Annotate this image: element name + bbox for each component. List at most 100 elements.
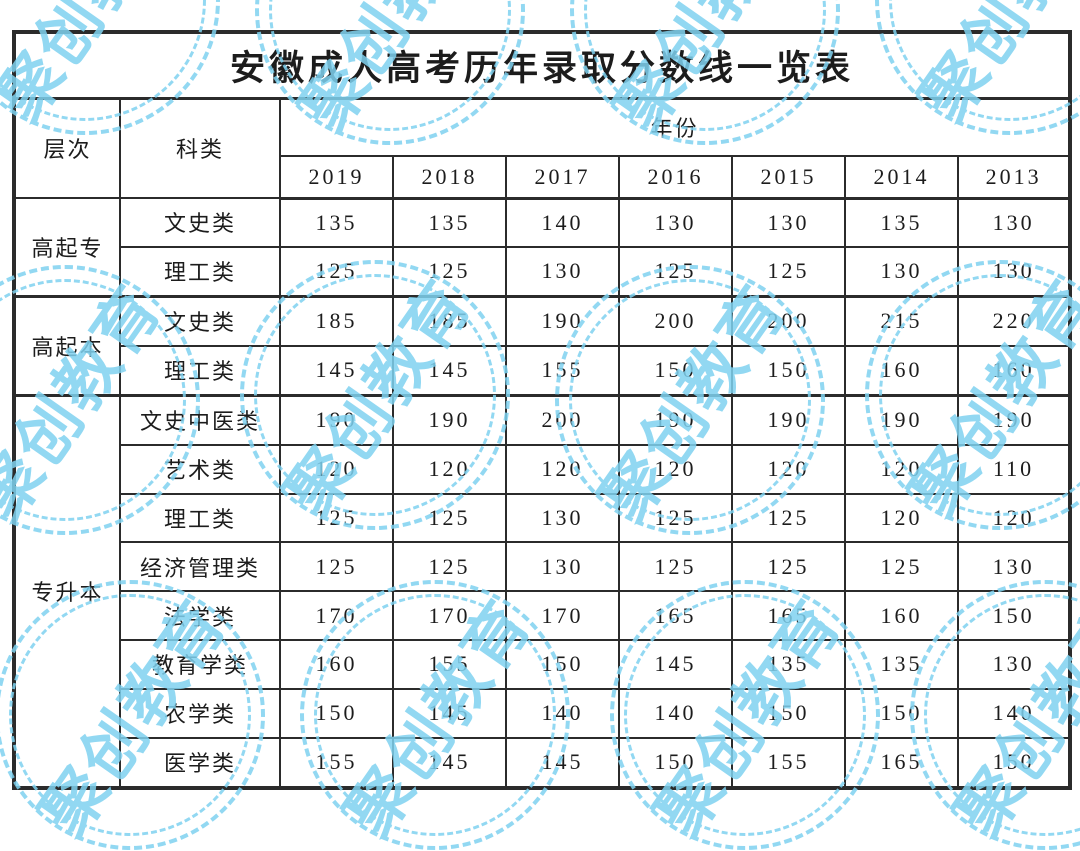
- score-cell: 200: [618, 295, 733, 347]
- year-header: 2013: [956, 155, 1072, 200]
- level-label: 高起专: [13, 196, 121, 298]
- score-cell: 120: [844, 443, 959, 495]
- score-cell: 170: [279, 590, 394, 642]
- score-table: 安徽成人高考历年录取分数线一览表 层次 科类 年份 2019 2018 2017…: [12, 30, 1073, 790]
- year-header: 2015: [731, 155, 846, 200]
- score-cell: 185: [279, 295, 394, 347]
- header-year: 年份: [278, 97, 1072, 157]
- score-cell: 130: [618, 197, 733, 248]
- score-cell: 135: [844, 639, 959, 690]
- score-cell: 160: [956, 344, 1072, 397]
- subject-label: 文史中医类: [119, 394, 281, 446]
- score-cell: 190: [279, 394, 394, 446]
- score-cell: 130: [956, 245, 1072, 298]
- score-cell: 130: [844, 245, 959, 298]
- score-cell: 135: [392, 197, 507, 248]
- table-row: 高起本 文史类 185 185 190 200 200 215 220: [13, 295, 1072, 397]
- score-cell: 125: [392, 541, 507, 593]
- score-cell: 185: [392, 295, 507, 347]
- score-cell: 125: [618, 492, 733, 544]
- table-row: 理工类 125 125 130 125 125 120 120: [14, 492, 1072, 544]
- score-cell: 135: [279, 197, 394, 248]
- table-row: 理工类 145 145 155 150 150 160 160: [14, 344, 1072, 397]
- score-cell: 190: [956, 394, 1072, 446]
- score-cell: 125: [844, 541, 959, 593]
- score-cell: 125: [731, 245, 846, 298]
- year-header: 2017: [505, 155, 620, 200]
- score-cell: 130: [505, 245, 620, 298]
- score-cell: 150: [731, 344, 846, 397]
- score-cell: 130: [956, 197, 1072, 248]
- header-category: 科类: [119, 97, 281, 199]
- score-cell: 140: [956, 687, 1072, 739]
- score-cell: 220: [956, 295, 1072, 347]
- score-cell: 140: [505, 197, 620, 248]
- score-cell: 150: [956, 590, 1072, 642]
- score-cell: 150: [505, 639, 620, 690]
- score-cell: 165: [844, 736, 959, 790]
- year-header: 2019: [279, 155, 394, 200]
- subject-label: 经济管理类: [119, 541, 281, 593]
- page-title: 安徽成人高考历年录取分数线一览表: [12, 31, 1072, 100]
- score-cell: 190: [505, 295, 620, 347]
- score-cell: 120: [956, 492, 1072, 544]
- score-cell: 125: [731, 541, 846, 593]
- score-cell: 130: [505, 492, 620, 544]
- score-cell: 125: [392, 245, 507, 298]
- subject-label: 理工类: [119, 245, 281, 298]
- score-cell: 160: [844, 344, 959, 397]
- score-cell: 200: [505, 394, 620, 446]
- year-header: 2018: [392, 155, 507, 200]
- score-cell: 125: [731, 492, 846, 544]
- score-cell: 160: [844, 590, 959, 642]
- score-cell: 125: [279, 492, 394, 544]
- score-cell: 150: [618, 736, 733, 790]
- score-cell: 150: [618, 344, 733, 397]
- score-cell: 130: [956, 541, 1072, 593]
- score-cell: 135: [844, 197, 959, 248]
- score-cell: 155: [279, 736, 394, 790]
- score-cell: 160: [279, 639, 394, 690]
- score-cell: 200: [731, 295, 846, 347]
- score-cell: 145: [392, 687, 507, 739]
- score-cell: 125: [618, 541, 733, 593]
- score-cell: 145: [618, 639, 733, 690]
- score-cell: 155: [505, 344, 620, 397]
- score-cell: 150: [731, 687, 846, 739]
- score-cell: 190: [392, 394, 507, 446]
- score-cell: 125: [618, 245, 733, 298]
- year-header: 2014: [844, 155, 959, 200]
- level-label: 高起本: [13, 295, 121, 397]
- table-row: 教育学类 160 155 150 145 135 135 130: [14, 639, 1072, 690]
- subject-label: 医学类: [119, 736, 281, 790]
- table-row: 农学类 150 145 140 140 150 150 140: [14, 687, 1072, 739]
- subject-label: 理工类: [119, 344, 281, 397]
- subject-label: 文史类: [119, 295, 281, 347]
- score-cell: 150: [279, 687, 394, 739]
- table-row: 法学类 170 170 170 165 165 160 150: [14, 590, 1072, 642]
- table-row: 理工类 125 125 130 125 125 130 130: [14, 245, 1072, 298]
- score-cell: 165: [731, 590, 846, 642]
- score-cell: 140: [618, 687, 733, 739]
- score-cell: 170: [505, 590, 620, 642]
- score-cell: 130: [731, 197, 846, 248]
- table-row: 艺术类 120 120 120 120 120 120 110: [14, 443, 1072, 495]
- score-cell: 165: [618, 590, 733, 642]
- score-cell: 125: [279, 245, 394, 298]
- year-header: 2016: [618, 155, 733, 200]
- score-cell: 125: [392, 492, 507, 544]
- score-cell: 145: [392, 736, 507, 790]
- score-cell: 155: [392, 639, 507, 690]
- score-cell: 120: [392, 443, 507, 495]
- table-row: 高起专 文史类 135 135 140 130 130 135 130: [13, 196, 1072, 298]
- score-cell: 110: [956, 443, 1072, 495]
- table-row: 医学类 155 145 145 150 155 165 150: [14, 736, 1072, 790]
- score-cell: 190: [844, 394, 959, 446]
- score-cell: 120: [618, 443, 733, 495]
- score-cell: 120: [844, 492, 959, 544]
- score-cell: 120: [505, 443, 620, 495]
- score-cell: 135: [731, 639, 846, 690]
- score-cell: 150: [956, 736, 1072, 790]
- subject-label: 理工类: [119, 492, 281, 544]
- score-cell: 120: [731, 443, 846, 495]
